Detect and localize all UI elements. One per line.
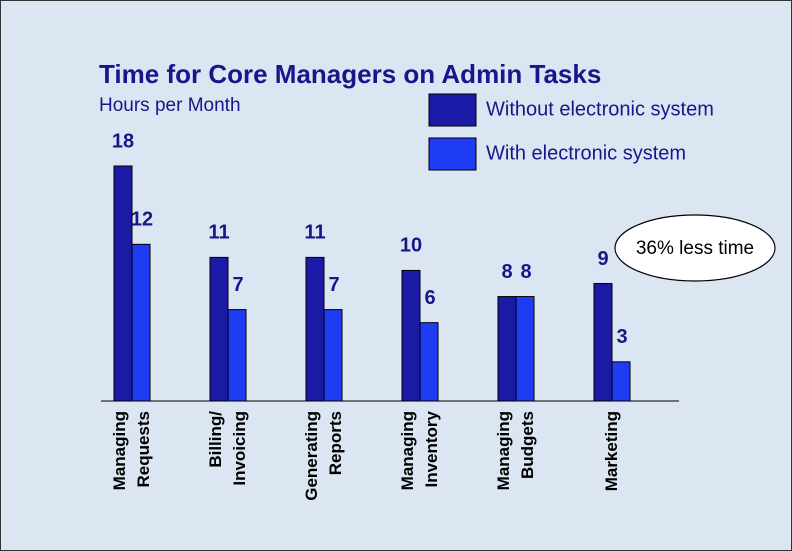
bar (419, 322, 439, 402)
legend-label: Without electronic system (486, 98, 714, 120)
bar (131, 243, 151, 402)
x-tick-label: Managing Budgets (494, 411, 537, 491)
value-label: 18 (112, 130, 134, 152)
x-tick-label: Managing Inventory (398, 411, 441, 491)
bar (497, 296, 517, 402)
bar (515, 296, 535, 402)
bar (227, 309, 247, 402)
annotation-bubble (614, 214, 776, 282)
value-label: 8 (501, 261, 512, 283)
value-label: 7 (328, 274, 339, 296)
bar (593, 283, 613, 402)
value-label: 7 (232, 274, 243, 296)
value-label: 11 (304, 222, 325, 244)
value-label: 3 (616, 326, 627, 348)
x-tick-label: Billing/ Invoicing (206, 411, 249, 486)
annotation: 36% less time (636, 238, 754, 259)
x-tick-label: Managing Requests (110, 411, 153, 491)
legend-swatch (428, 93, 477, 127)
bar (209, 256, 229, 402)
bar (113, 165, 133, 402)
chart-subtitle: Hours per Month (99, 95, 241, 116)
bar (611, 361, 631, 402)
legend-swatch (428, 137, 477, 171)
chart-title: Time for Core Managers on Admin Tasks (99, 59, 601, 89)
legend-label: With electronic system (486, 142, 686, 164)
bar (323, 309, 343, 402)
value-label: 12 (131, 209, 153, 231)
value-label: 8 (520, 261, 531, 283)
value-label: 6 (424, 287, 435, 309)
bar (401, 269, 421, 402)
bar (305, 256, 325, 402)
x-tick-label: Generating Reports (302, 411, 345, 501)
value-label: 9 (597, 248, 608, 270)
value-label: 10 (400, 235, 422, 257)
value-label: 11 (208, 222, 229, 244)
x-tick-label: Marketing (602, 411, 621, 492)
